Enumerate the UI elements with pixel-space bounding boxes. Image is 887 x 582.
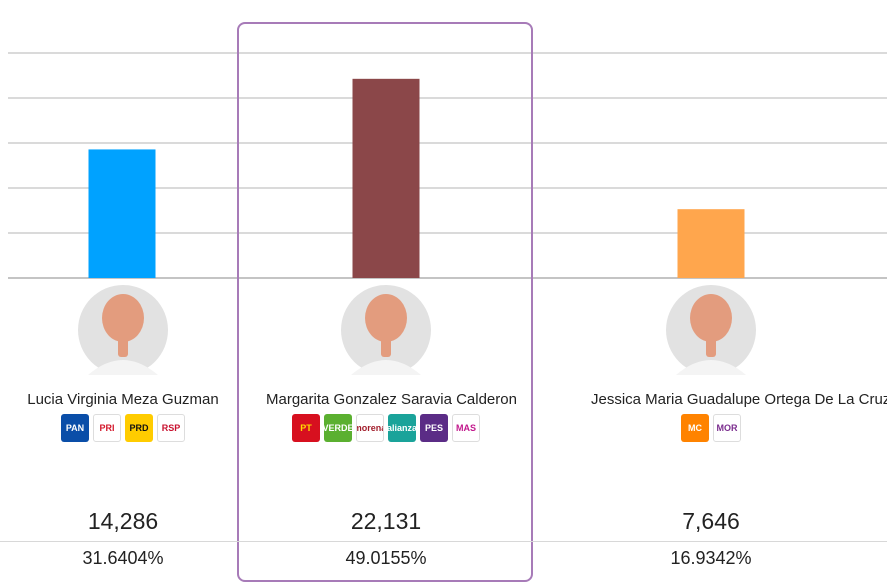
party-logos: PTVERDEmorenaalianzaPESMAS xyxy=(266,414,506,442)
bar-2[interactable] xyxy=(352,78,420,278)
party-logo-verde-icon: VERDE xyxy=(324,414,352,442)
party-logo-pt-icon: PT xyxy=(292,414,320,442)
party-logo-pri-icon: PRI xyxy=(93,414,121,442)
party-logo-mor-icon: MOR xyxy=(713,414,741,442)
candidate-name: Jessica Maria Guadalupe Ortega De La Cru… xyxy=(591,391,887,408)
bar-1[interactable] xyxy=(88,149,156,278)
party-logos: PAN PRI PRD RSP xyxy=(3,414,243,442)
candidate-card-2[interactable]: Margarita Gonzalez Saravia Calderon PT VE… xyxy=(266,285,517,442)
vote-count-3: 7,646 xyxy=(682,508,740,534)
bar-chart xyxy=(8,52,887,279)
vote-percent-3: 16.9342% xyxy=(670,548,752,568)
party-logo-pan-icon: PAN xyxy=(61,414,89,442)
vote-percent-2: 49.0155% xyxy=(345,548,427,568)
vote-percent-1: 31.6404% xyxy=(82,548,164,568)
avatar-placeholder-icon xyxy=(78,285,168,375)
candidate-card-3[interactable]: Jessica Maria Guadalupe Ortega De La Cru… xyxy=(591,285,887,442)
party-logo-mas-icon: MAS xyxy=(452,414,480,442)
party-logo-mc-icon: MC xyxy=(681,414,709,442)
party-logos: MC MOR xyxy=(591,414,831,442)
party-logo-alianza-icon: alianza xyxy=(388,414,416,442)
candidate-card-1[interactable]: Lucia Virginia Meza Guzman PAN PRI PRD RSP xyxy=(3,285,243,442)
bar-3[interactable] xyxy=(677,209,745,278)
candidate-name: Margarita Gonzalez Saravia Calderon xyxy=(266,391,517,408)
party-logo-morena-icon: morena xyxy=(356,414,384,442)
party-logo-pes-icon: PES xyxy=(420,414,448,442)
row-divider xyxy=(0,541,887,542)
party-logo-prd-icon: PRD xyxy=(125,414,153,442)
avatar-placeholder-icon xyxy=(666,285,756,375)
vote-count-2: 22,131 xyxy=(350,508,422,534)
avatar-placeholder-icon xyxy=(341,285,431,375)
candidate-name: Lucia Virginia Meza Guzman xyxy=(27,391,219,408)
party-logo-rsp-icon: RSP xyxy=(157,414,185,442)
vote-count-1: 14,286 xyxy=(87,508,159,534)
